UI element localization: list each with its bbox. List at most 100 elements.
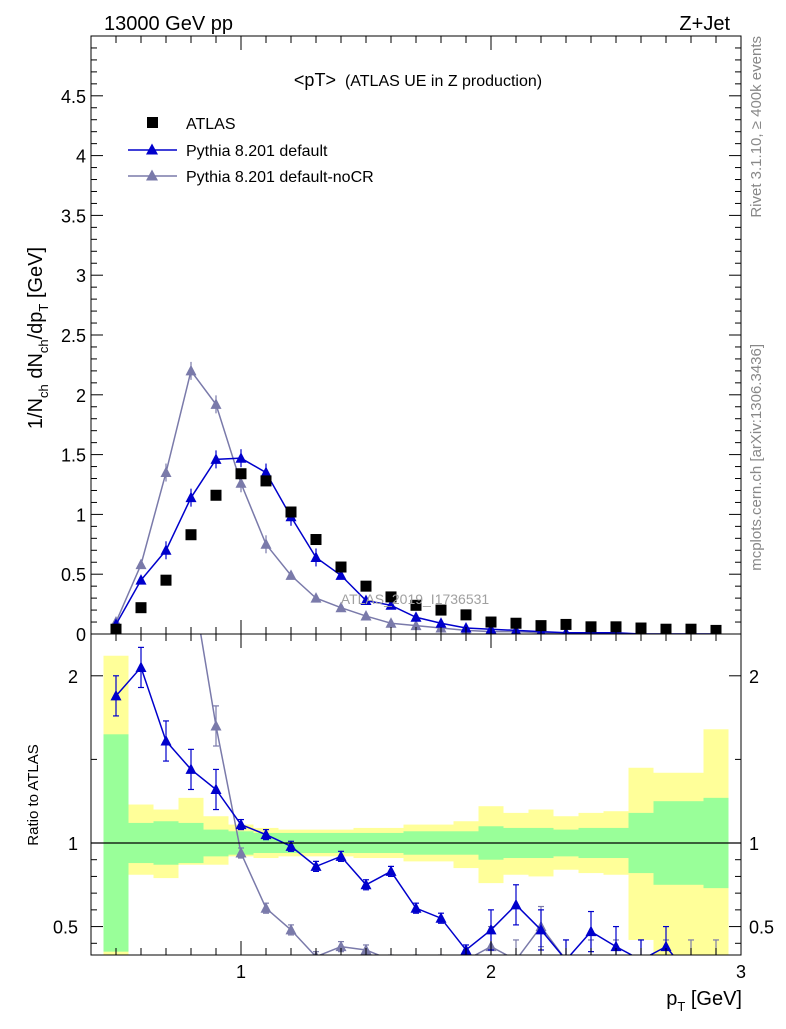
- main-y-tick-label: 2.5: [61, 326, 86, 346]
- main-y-tick-label: 1.5: [61, 446, 86, 466]
- rivet-version-label: Rivet 3.1.10, ≥ 400k events: [748, 36, 765, 218]
- plot-title-main: <pT>: [294, 70, 336, 90]
- axes-layer: 0 0.5 1 1.5 2 2.5 3 3.5 4 4.5 1 2 3 0.5 0.5 1 1 2 2: [53, 36, 774, 982]
- main-data-point: [235, 477, 247, 488]
- main-data-point: [185, 491, 197, 503]
- atlas-data-point: [360, 580, 372, 592]
- energy-label: 13000 GeV pp: [104, 13, 233, 35]
- ratio-data-point: [285, 840, 297, 851]
- atlas-data-point: [435, 604, 447, 616]
- ratio-y-tick-label: 0.5: [53, 918, 78, 938]
- ratio-data-point: [185, 763, 197, 774]
- atlas-data-point: [410, 599, 422, 611]
- main-data-point: [260, 538, 272, 549]
- main-y-tick-label: 0: [76, 625, 86, 645]
- ratio-data-point: [665, 954, 667, 955]
- ratio-data-point: [465, 954, 467, 955]
- ratio-data-point: [510, 898, 522, 910]
- ratio-data-point: [585, 925, 597, 937]
- ratio-data-point: [715, 954, 717, 955]
- ratio-data-point: [160, 735, 172, 746]
- main-y-tick-label: 0.5: [61, 565, 86, 585]
- ratio-data-point: [485, 923, 497, 935]
- ratio-data-point: [285, 923, 297, 935]
- ratio-data-point: [111, 569, 122, 580]
- atlas-data-point: [460, 609, 472, 621]
- main-data-point: [385, 617, 397, 628]
- ratio-data-point: [711, 971, 722, 982]
- main-data-point: [235, 452, 247, 463]
- ratio-y-tick-label-right: 1: [749, 834, 759, 854]
- atlas-data-point: [235, 468, 247, 480]
- atlas-data-point: [260, 475, 272, 487]
- ratio-y-tick-label: 1: [68, 834, 78, 854]
- ratio-data-point: [410, 902, 422, 913]
- process-label: Z+Jet: [679, 13, 730, 35]
- main-y-tick-label: 2: [76, 386, 86, 406]
- ratio-data-point: [640, 954, 642, 955]
- ratio-data-point: [335, 940, 347, 952]
- ratio-data-point: [565, 954, 567, 955]
- main-data-point: [360, 610, 372, 621]
- ratio-data-point: [110, 689, 122, 701]
- main-data-point: [185, 364, 197, 376]
- main-data-point: [360, 594, 372, 606]
- atlas-data-point: [285, 506, 297, 518]
- main-y-tick-label: 3: [76, 266, 86, 286]
- atlas-data-point: [185, 529, 197, 541]
- atlas-data-point: [310, 534, 322, 546]
- main-y-axis-label: 1/Nch dNch/dpT [GeV]: [25, 247, 51, 429]
- ratio-y-axis-label: Ratio to ATLAS: [25, 744, 42, 845]
- main-y-tick-label: 3.5: [61, 206, 86, 226]
- atlas-data-point: [610, 621, 622, 633]
- main-data-point: [160, 544, 172, 555]
- main-data-point: [310, 551, 322, 562]
- x-tick-label: 2: [486, 962, 496, 982]
- main-data-point: [260, 466, 272, 478]
- main-data-point: [285, 569, 297, 580]
- ratio-data-point: [235, 818, 247, 830]
- plot-title-sub: (ATLAS UE in Z production): [345, 73, 542, 90]
- legend-label-pythia-nocr: Pythia 8.201 default-noCR: [186, 169, 374, 186]
- atlas-data-point: [585, 621, 597, 633]
- ratio-data-point: [260, 902, 272, 913]
- main-data-point: [410, 611, 422, 622]
- atlas-data-point: [210, 489, 222, 501]
- ratio-data-point: [385, 865, 397, 876]
- x-tick-label: 3: [736, 962, 746, 982]
- ratio-data-point: [335, 850, 347, 861]
- x-axis-label: pT [GeV]: [666, 988, 742, 1014]
- ratio-y-tick-label-right: 0.5: [749, 918, 774, 938]
- ratio-data-point: [535, 923, 547, 935]
- main-data-point: [135, 574, 147, 585]
- ratio-data-point: [435, 912, 447, 923]
- legend-label-atlas: ATLAS: [186, 116, 236, 133]
- ratio-data-point: [135, 661, 147, 672]
- ratio-data-point: [186, 569, 197, 580]
- atlas-data-point: [385, 591, 397, 603]
- ratio-data-point: [640, 954, 642, 955]
- atlas-data-point: [535, 620, 547, 632]
- ratio-data-point: [686, 971, 697, 982]
- main-y-tick-label: 4.5: [61, 87, 86, 107]
- ratio-data-point: [235, 847, 247, 858]
- legend: ATLAS Pythia 8.201 default Pythia 8.201 …: [128, 116, 374, 186]
- plot-title: <pT> (ATLAS UE in Z production): [294, 70, 542, 90]
- x-tick-label: 1: [236, 962, 246, 982]
- main-y-tick-label: 1: [76, 505, 86, 525]
- atlas-data-point: [135, 602, 147, 614]
- ratio-data-point: [660, 940, 672, 952]
- legend-marker-atlas: [147, 117, 158, 128]
- main-data-point: [385, 599, 397, 610]
- ratio-data-point: [590, 954, 592, 955]
- ratio-data-point: [565, 954, 567, 955]
- main-data-point: [135, 558, 147, 570]
- ratio-data-point: [415, 954, 417, 955]
- ratio-data-point: [615, 954, 617, 955]
- main-data-point: [335, 569, 347, 580]
- legend-marker-pythia-nocr: [146, 169, 158, 181]
- main-data-point: [210, 453, 222, 464]
- main-data-point: [160, 466, 172, 478]
